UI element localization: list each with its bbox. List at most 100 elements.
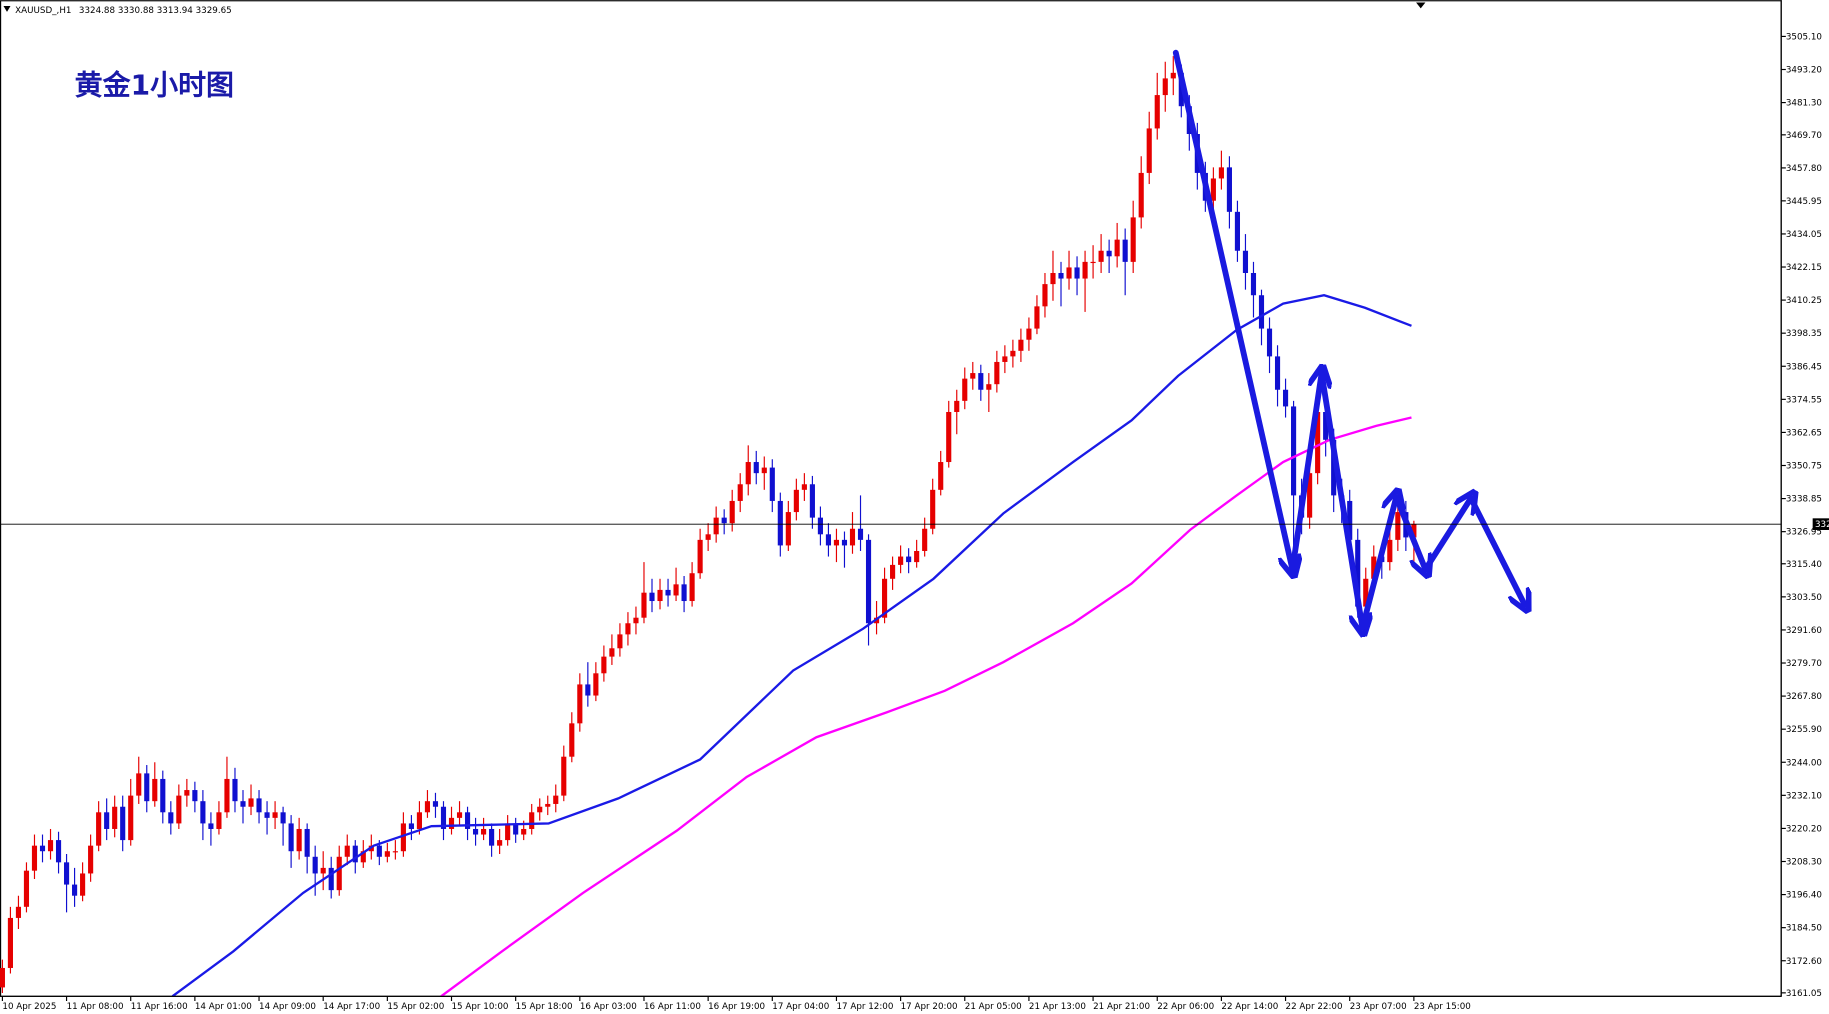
candle-body xyxy=(898,556,904,565)
candle-body xyxy=(144,773,150,802)
candle-body xyxy=(320,867,326,874)
y-tick-label: 3279.70 xyxy=(1786,659,1822,669)
candle-body xyxy=(505,823,511,841)
candle-body xyxy=(248,798,254,807)
candle-body xyxy=(641,592,647,618)
candle-body xyxy=(1114,239,1120,257)
candle-body xyxy=(1138,172,1144,218)
y-tick-label: 3445.95 xyxy=(1786,197,1822,207)
candle-body xyxy=(1154,95,1160,129)
x-tick-label: 17 Apr 04:00 xyxy=(772,1002,829,1012)
candle-body xyxy=(288,823,294,852)
y-tick-label: 3232.10 xyxy=(1786,791,1822,801)
x-tick-label: 17 Apr 20:00 xyxy=(901,1002,958,1012)
arrow xyxy=(1467,495,1525,604)
candle-body xyxy=(464,812,471,829)
y-tick-label: 3315.40 xyxy=(1786,560,1822,570)
candle-body xyxy=(481,828,487,835)
candle-body xyxy=(176,795,182,824)
arrow xyxy=(1289,373,1321,573)
open: 3324.88 xyxy=(79,6,115,16)
candle-body xyxy=(962,378,968,401)
candle-body xyxy=(697,539,703,574)
shift-marker xyxy=(1416,2,1426,9)
candle-body xyxy=(1323,411,1329,440)
candle-body xyxy=(521,828,527,835)
arrow xyxy=(1359,497,1396,631)
y-tick-label: 3161.05 xyxy=(1786,989,1822,999)
x-tick-label: 15 Apr 18:00 xyxy=(516,1002,573,1012)
candle-body xyxy=(761,467,767,474)
candle-body xyxy=(625,623,631,635)
candle-body xyxy=(978,373,984,390)
candle-body xyxy=(833,539,840,546)
candle-body xyxy=(328,867,334,891)
x-tick-label: 23 Apr 07:00 xyxy=(1350,1002,1407,1012)
candle-body xyxy=(23,870,30,907)
candle-body xyxy=(1371,556,1377,579)
candle-body xyxy=(994,361,1000,385)
candle-body xyxy=(1363,578,1369,607)
y-tick-label: 3220.20 xyxy=(1786,824,1822,834)
candle-body xyxy=(673,584,679,596)
candle-body xyxy=(609,648,615,657)
arrow xyxy=(1422,498,1470,573)
symbol: XAUUSD_,H1 xyxy=(15,6,71,16)
close: 3329.65 xyxy=(196,6,232,16)
candle-body xyxy=(1282,389,1289,407)
candle-body xyxy=(1266,328,1273,357)
y-tick-label: 3255.90 xyxy=(1786,725,1822,735)
candle-body xyxy=(63,862,70,885)
candle-body xyxy=(152,778,158,802)
y-tick-label: 3434.05 xyxy=(1786,230,1822,240)
candle-body xyxy=(849,528,856,546)
candle-body xyxy=(416,812,422,829)
candle-body xyxy=(617,634,623,649)
candle-body xyxy=(946,411,952,463)
x-tick-label: 11 Apr 08:00 xyxy=(67,1002,124,1012)
y-tick-label: 3362.65 xyxy=(1786,428,1822,438)
arrow xyxy=(1318,370,1363,627)
x-tick-label: 23 Apr 15:00 xyxy=(1414,1002,1471,1012)
x-tick-label: 14 Apr 01:00 xyxy=(195,1002,252,1012)
moving-average xyxy=(440,416,1412,997)
candle-body xyxy=(882,578,888,618)
x-tick-label: 21 Apr 05:00 xyxy=(965,1002,1022,1012)
y-tick-label: 3267.80 xyxy=(1786,692,1822,702)
candle-body xyxy=(1331,439,1337,496)
candle-body xyxy=(938,462,944,490)
candle-body xyxy=(1315,411,1321,474)
x-tick-label: 17 Apr 12:00 xyxy=(836,1002,893,1012)
candle-body xyxy=(801,484,807,490)
candle-body xyxy=(47,840,54,852)
candle-body xyxy=(857,528,864,540)
x-tick-label: 21 Apr 13:00 xyxy=(1029,1002,1086,1012)
x-tick-label: 15 Apr 10:00 xyxy=(452,1002,509,1012)
candle-body xyxy=(785,512,791,546)
price-label-box xyxy=(1812,518,1829,530)
candle-body xyxy=(753,462,759,474)
candle-body xyxy=(192,790,198,802)
candle-body xyxy=(890,564,896,579)
candle-body xyxy=(128,795,134,841)
candle-body xyxy=(585,684,591,696)
candle-body xyxy=(104,812,110,829)
candle-body xyxy=(240,801,246,807)
candle-body xyxy=(809,484,815,518)
y-tick-label: 3505.10 xyxy=(1786,32,1822,42)
candle-body xyxy=(344,845,350,857)
x-tick-label: 16 Apr 11:00 xyxy=(644,1002,701,1012)
candle-body xyxy=(473,828,479,835)
candle-body xyxy=(1291,406,1297,496)
candle-body xyxy=(304,828,310,857)
x-tick-label: 21 Apr 21:00 xyxy=(1093,1002,1150,1012)
y-tick-label: 3469.70 xyxy=(1786,131,1822,141)
candle-body xyxy=(633,617,639,624)
y-tick-label: 3457.80 xyxy=(1786,164,1822,174)
trend-arrows xyxy=(1172,49,1525,631)
candle-body xyxy=(986,384,992,390)
y-tick-label: 3172.60 xyxy=(1786,957,1822,967)
candle-body xyxy=(408,823,414,829)
